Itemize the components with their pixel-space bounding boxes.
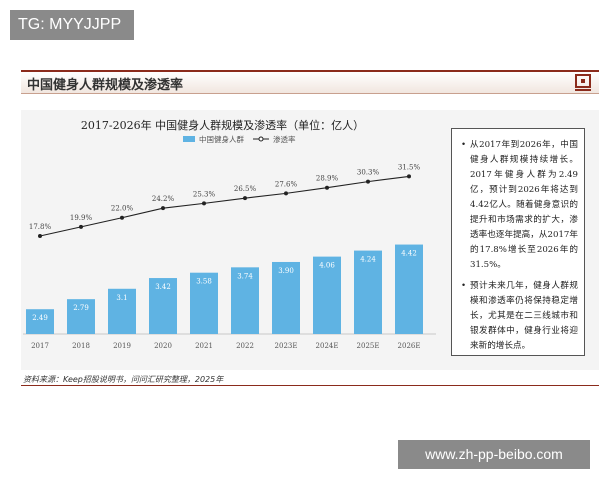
bar: [231, 267, 259, 334]
legend-line-marker: [258, 136, 264, 142]
line-point: [161, 206, 165, 211]
x-tick-label: 2017: [31, 342, 49, 350]
line-value-label: 31.5%: [398, 163, 421, 171]
notes-box: 从2017年到2026年，中国健身人群规模持续增长。2017年健身人群为2.49…: [451, 128, 585, 356]
bar: [395, 244, 423, 334]
line-value-label: 19.9%: [70, 214, 93, 222]
bar: [149, 278, 177, 334]
bar: [354, 250, 382, 334]
bar-value-label: 2.49: [32, 314, 48, 322]
bar: [67, 299, 95, 334]
bar-value-label: 3.1: [116, 294, 127, 302]
bar-value-label: 3.90: [278, 267, 294, 275]
legend-label: 中国健身人群: [199, 134, 244, 144]
legend-bar-swatch: [183, 136, 195, 142]
x-tick-label: 2020: [154, 342, 172, 350]
bar: [313, 256, 341, 334]
bar-value-label: 4.42: [401, 250, 417, 258]
line-value-label: 17.8%: [29, 223, 52, 231]
line-value-label: 25.3%: [193, 190, 216, 198]
x-tick-label: 2025E: [357, 342, 380, 350]
company-logo-icon: [575, 74, 591, 91]
line-value-label: 26.5%: [234, 185, 257, 193]
line-point: [38, 234, 42, 238]
line-value-label: 30.3%: [357, 169, 380, 177]
line-point: [325, 185, 329, 190]
line-value-label: 22.0%: [111, 205, 134, 213]
source-note: 资料来源：Keep招股说明书，问问汇研究整理，2025年: [23, 375, 224, 384]
bar-value-label: 3.74: [237, 272, 253, 280]
penetration-line: [39, 175, 410, 237]
bar-value-label: 3.42: [155, 283, 171, 291]
x-tick-label: 2021: [195, 342, 213, 350]
line-point: [79, 224, 83, 229]
x-tick-label: 2022: [236, 342, 254, 350]
line-point: [366, 179, 370, 184]
watermark-bottom: www.zh-pp-beibo.com: [398, 440, 590, 469]
x-tick-label: 2024E: [316, 342, 339, 350]
chart: 中国健身人群 渗透率 2.49 2017 2.79 2018 3.1 2019 3.42 2020…: [23, 134, 436, 350]
divider: [21, 385, 599, 386]
line-point: [407, 174, 411, 179]
x-tick-label: 2026E: [398, 342, 421, 350]
x-tick-label: 2023E: [275, 342, 298, 350]
bar: [26, 309, 54, 334]
section-header: 中国健身人群规模及渗透率: [21, 70, 599, 94]
line-point: [202, 201, 206, 206]
line-value-label: 28.9%: [316, 175, 339, 183]
line-point: [120, 215, 124, 220]
note-item-2: 预计未来几年，健身人群规模和渗透率仍将保持稳定增长，尤其是在二三线城市和银发群体…: [461, 279, 578, 354]
bar: [108, 288, 136, 334]
bar-value-label: 2.79: [73, 304, 89, 312]
bar-value-label: 4.24: [360, 256, 376, 264]
line-point: [284, 191, 288, 196]
x-tick-label: 2018: [72, 342, 90, 350]
line-value-label: 27.6%: [275, 180, 298, 188]
bar: [190, 272, 218, 334]
bar: [272, 261, 300, 334]
line-value-label: 24.2%: [152, 195, 175, 203]
bar-value-label: 3.58: [196, 278, 212, 286]
page-title: 中国健身人群规模及渗透率: [27, 78, 184, 93]
legend-label: 渗透率: [273, 134, 296, 144]
x-tick-label: 2019: [113, 342, 131, 350]
line-point: [243, 196, 247, 201]
bar-value-label: 4.06: [319, 262, 335, 270]
chart-title: 2017-2026年 中国健身人群规模及渗透率（单位：亿人）: [80, 119, 365, 132]
watermark-top: TG: MYYJJPP: [10, 10, 134, 40]
note-item-1: 从2017年到2026年，中国健身人群规模持续增长。2017年健身人群为2.49…: [461, 138, 578, 273]
